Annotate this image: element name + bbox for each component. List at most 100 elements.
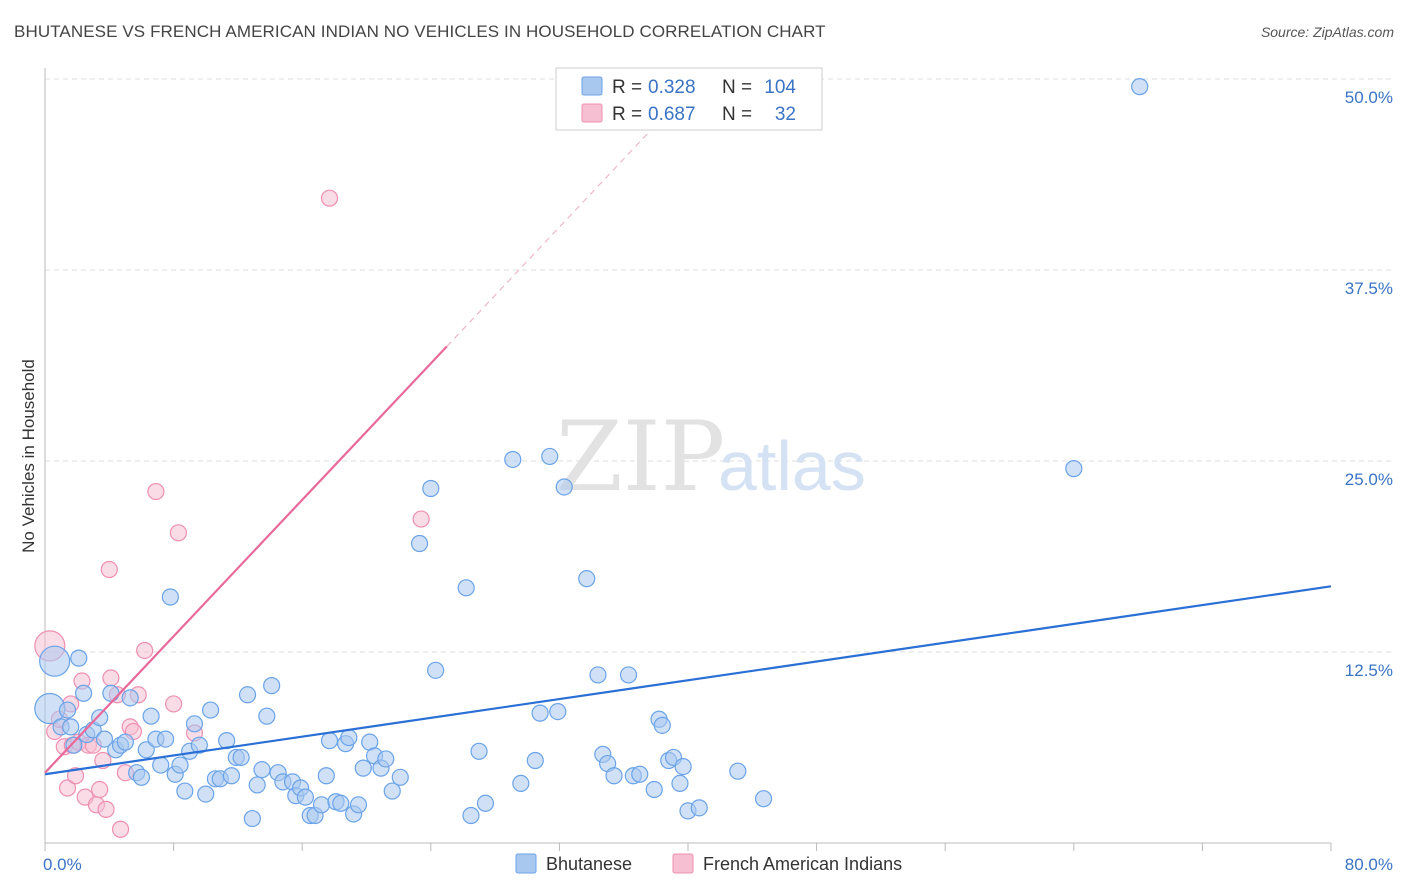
bhutanese-point-18: [132, 768, 151, 786]
y-tick-label-3: 50.0%: [1345, 88, 1393, 107]
correlation-legend: R = 0.328 N = 104 R = 0.687 N = 32: [555, 67, 823, 131]
bhutanese-point-11: [95, 730, 114, 748]
bhutanese-point-77: [512, 774, 530, 793]
y-tick-label-0: 12.5%: [1345, 661, 1393, 680]
x-tick-label-0: 0.0%: [43, 855, 82, 874]
french-american-indian-point-14: [91, 780, 109, 799]
french-american-indian-trend-extension: [446, 124, 657, 347]
bhutanese-point-74: [470, 742, 488, 760]
bhutanese-point-57: [332, 794, 350, 812]
french-american-indian-point-18: [102, 669, 120, 687]
legend-r-label-bhutanese: R =: [612, 77, 642, 98]
bhutanese-point-87: [605, 767, 623, 785]
bhutanese-point-23: [156, 730, 175, 748]
watermark: ZIP atlas: [556, 401, 866, 513]
bhutanese-point-39: [238, 686, 257, 704]
french-american-indian-point-25: [136, 641, 154, 660]
bhutanese-point-19: [137, 741, 155, 759]
bhutanese-point-40: [243, 809, 261, 828]
bhutanese-point-10: [91, 709, 109, 727]
legend-r-label-french-american-indians: R =: [612, 104, 642, 125]
bhutanese-point-66: [377, 750, 395, 768]
bhutanese-point-83: [578, 570, 596, 588]
bhutanese-point-81: [555, 478, 573, 496]
bhutanese-point-53: [312, 796, 331, 814]
bhutanese-point-99: [690, 799, 708, 817]
legend-n-label-bhutanese: N =: [722, 77, 752, 98]
watermark-zip: ZIP: [556, 401, 725, 513]
bhutanese-point-103: [1131, 78, 1149, 96]
bhutanese-point-76: [504, 450, 522, 469]
bhutanese-point-50: [296, 788, 315, 806]
bhutanese-point-3: [58, 701, 77, 719]
french-american-indian-point-17: [100, 560, 118, 579]
bhutanese-point-70: [422, 479, 440, 498]
bhutanese-point-38: [232, 748, 250, 767]
series-legend: Bhutanese French American Indians: [515, 853, 902, 874]
bhutanese-point-41: [248, 776, 266, 794]
bhutanese-point-73: [462, 806, 480, 825]
legend-n-value-bhutanese: 104: [764, 77, 796, 98]
bhutanese-point-43: [258, 707, 276, 725]
bhutanese-point-55: [320, 732, 339, 750]
y-axis-label: No Vehicles in Household: [19, 359, 38, 553]
bhutanese-trend-line: [44, 585, 1332, 776]
french-american-indian-point-7: [66, 767, 85, 785]
bottom-legend-swatch-french-american-indians: [672, 853, 694, 874]
watermark-atlas: atlas: [718, 427, 866, 505]
bottom-legend-label-bhutanese: Bhutanese: [546, 854, 632, 874]
bhutanese-point-31: [197, 785, 215, 803]
bhutanese-point-30: [190, 736, 208, 754]
bhutanese-point-79: [531, 704, 549, 722]
french-american-indian-point-27: [165, 695, 183, 713]
bhutanese-point-22: [152, 756, 170, 774]
bhutanese-point-1: [39, 645, 71, 677]
bhutanese-point-44: [263, 677, 281, 695]
legend-r-value-french-american-indians: 0.687: [648, 104, 696, 125]
bhutanese-point-27: [176, 782, 194, 800]
legend-r-value-bhutanese: 0.328: [648, 77, 696, 98]
page-title: BHUTANESE VS FRENCH AMERICAN INDIAN NO V…: [14, 22, 826, 41]
legend-n-label-french-american-indians: N =: [722, 104, 752, 125]
bhutanese-point-62: [354, 759, 372, 777]
french-american-indian-point-4: [58, 779, 77, 797]
legend-swatch-bhutanese: [581, 76, 603, 96]
x-tick-label-1: 80.0%: [1345, 855, 1393, 874]
bhutanese-point-97: [674, 757, 692, 776]
french-american-indian-point-20: [111, 820, 130, 838]
french-american-indian-trend-line: [44, 345, 448, 774]
bhutanese-point-16: [121, 689, 139, 707]
bhutanese-point-78: [526, 751, 544, 770]
bhutanese-point-29: [185, 715, 204, 733]
y-tick-label-2: 37.5%: [1345, 279, 1393, 298]
bhutanese-point-5: [65, 736, 83, 754]
bhutanese-point-69: [410, 534, 429, 553]
french-american-indian-point-30: [320, 189, 339, 207]
source-label: Source: ZipAtlas.com: [1260, 24, 1394, 40]
y-tick-label-1: 25.0%: [1345, 470, 1393, 489]
bhutanese-point-72: [457, 579, 475, 597]
bhutanese-point-67: [383, 782, 401, 800]
bhutanese-point-102: [1065, 460, 1083, 478]
bhutanese-point-15: [116, 733, 134, 751]
bhutanese-point-4: [62, 718, 80, 736]
french-american-indian-point-28: [169, 524, 188, 542]
bhutanese-point-12: [102, 684, 120, 702]
bhutanese-point-42: [253, 761, 271, 779]
bhutanese-point-90: [631, 765, 649, 783]
bhutanese-point-100: [729, 762, 747, 780]
bhutanese-point-101: [754, 790, 773, 808]
french-american-indian-point-16: [97, 800, 115, 818]
bhutanese-point-24: [161, 588, 179, 606]
bhutanese-point-91: [645, 780, 663, 799]
legend-n-value-french-american-indians: 32: [775, 104, 796, 125]
bhutanese-point-88: [619, 666, 638, 684]
bhutanese-point-96: [671, 774, 689, 793]
bhutanese-point-36: [222, 767, 241, 785]
bhutanese-point-93: [653, 716, 671, 734]
bhutanese-point-82: [549, 702, 567, 721]
bottom-legend-swatch-bhutanese: [515, 853, 537, 874]
bhutanese-point-80: [541, 447, 559, 466]
bhutanese-point-32: [201, 701, 220, 719]
